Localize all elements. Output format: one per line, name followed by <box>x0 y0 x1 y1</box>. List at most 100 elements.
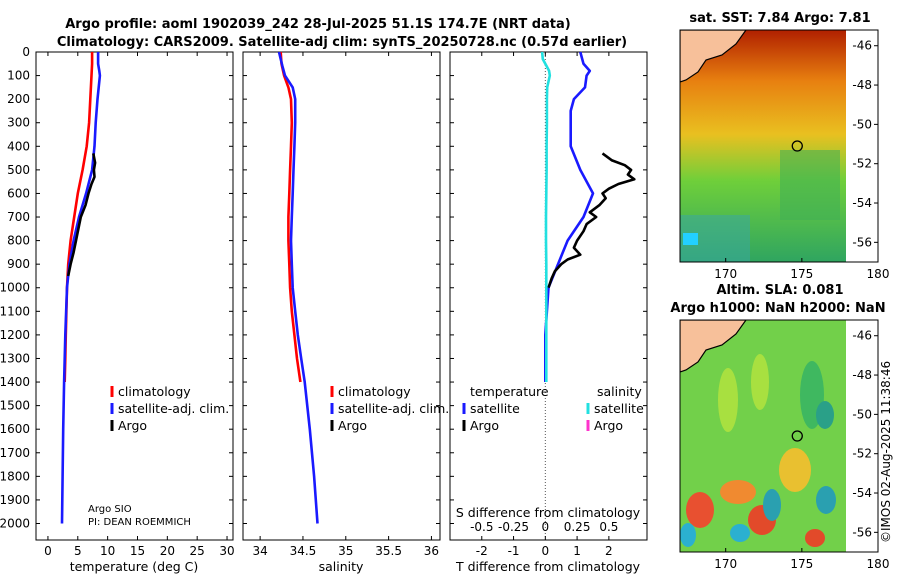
argo-location-marker <box>791 430 803 442</box>
timestamp-label: ©IMOS 02-Aug-2025 11:38:46 <box>879 361 893 543</box>
depth-tick-label: 800 <box>7 234 30 248</box>
sst-map: sat. SST: 7.84 Argo: 7.81 170 175 180 -46 -4… <box>679 11 889 281</box>
secondary-x-tick-label: -0.5 <box>470 520 493 534</box>
x-tick-label: 0 <box>542 544 550 558</box>
sla-anomaly <box>805 529 825 547</box>
legend-s-argo: Argo <box>594 418 623 433</box>
difference-series <box>540 51 636 382</box>
depth-tick-label: 100 <box>7 69 30 83</box>
sla-anomaly <box>686 492 714 528</box>
depth-tick-label: 1600 <box>0 422 30 436</box>
series-line-salinity-satellite <box>540 51 552 382</box>
sla-anomaly <box>720 480 756 504</box>
sla-map-field <box>680 320 846 552</box>
salinity-tick-labels: 34 34.5 35 35.5 36 <box>243 51 440 558</box>
credit-line1: Argo SIO <box>88 504 132 515</box>
sst-map-ticks: 170 175 180 -46 -48 -50 -52 -54 -56 <box>714 39 889 281</box>
secondary-x-tick-label: -0.25 <box>498 520 529 534</box>
depth-tick-label: 400 <box>7 139 30 153</box>
legend-climatology: climatology <box>338 384 411 399</box>
depth-tick-label: 200 <box>7 92 30 106</box>
map-y-tick-label: -50 <box>852 407 872 421</box>
salinity-xlabel: salinity <box>319 559 364 574</box>
map-y-tick-label: -54 <box>852 486 872 500</box>
x-tick-label: 0 <box>44 544 52 558</box>
series-line-argo <box>66 153 97 277</box>
temperature-tick-labels: 0 5 10 15 20 25 30 <box>36 51 235 558</box>
x-tick-label: 2 <box>605 544 613 558</box>
sst-cool-patch <box>780 150 840 220</box>
map-x-tick-label: 175 <box>790 267 813 281</box>
x-tick-label: 10 <box>100 544 115 558</box>
map-x-tick-label: 170 <box>714 557 737 571</box>
sla-anomaly <box>751 354 769 410</box>
new-zealand-land <box>680 320 747 373</box>
temperature-panel: 0100200300400500600700800900100011001200… <box>0 45 235 574</box>
sla-map-ticks: 170 175 180 -46 -48 -50 -52 -54 -56 <box>714 329 889 571</box>
sst-map-title: sat. SST: 7.84 Argo: 7.81 <box>689 11 870 26</box>
legend-argo: Argo <box>118 418 147 433</box>
depth-tick-labels: 0 100 200 300 400 500 600 700 800 900 1000 1100 1200… <box>0 45 30 530</box>
depth-tick-label: 1900 <box>0 493 30 507</box>
map-y-tick-label: -52 <box>852 447 872 461</box>
temperature-legend: climatology satellite-adj. clim. Argo <box>110 384 229 433</box>
depth-tick-label: 1400 <box>0 375 30 389</box>
depth-tick-label: 900 <box>7 257 30 271</box>
secondary-x-tick-label: 0.25 <box>564 520 591 534</box>
depth-tick-label: 1700 <box>0 446 30 460</box>
series-line-satellite-adj-clim- <box>277 51 319 524</box>
new-zealand-land <box>680 30 747 83</box>
map-y-tick-label: -46 <box>852 39 872 53</box>
series-line-satellite-adj-clim- <box>60 52 102 524</box>
x-tick-label: 35.5 <box>375 544 402 558</box>
salinity-series <box>277 51 319 524</box>
map-y-tick-label: -48 <box>852 78 872 92</box>
legend-argo: Argo <box>338 418 367 433</box>
depth-tick-label: 1000 <box>0 281 30 295</box>
x-tick-label: 20 <box>160 544 175 558</box>
map-x-tick-label: 170 <box>714 267 737 281</box>
legend-satellite: satellite-adj. clim. <box>338 401 449 416</box>
sla-map: Altim. SLA: 0.081 Argo h1000: NaN h2000:… <box>670 283 889 571</box>
figure-title-line1: Argo profile: aoml 1902039_242 28-Jul-20… <box>65 17 571 32</box>
x-tick-label: 5 <box>74 544 82 558</box>
depth-tick-label: 300 <box>7 116 30 130</box>
temperature-series <box>60 52 102 524</box>
depth-tick-label: 2000 <box>0 516 30 530</box>
depth-tick-label: 1500 <box>0 399 30 413</box>
secondary-x-tick-label: 0 <box>542 520 550 534</box>
map-y-tick-label: -50 <box>852 117 872 131</box>
sla-anomaly <box>730 524 750 542</box>
x-tick-label: 1 <box>573 544 581 558</box>
sst-map-field <box>680 30 878 262</box>
depth-tick-label: 1200 <box>0 328 30 342</box>
difference-xlabel: T difference from climatology <box>455 559 641 574</box>
legend-t-satellite: satellite <box>470 401 520 416</box>
sla-anomaly <box>816 486 836 514</box>
legend-climatology: climatology <box>118 384 191 399</box>
temperature-xlabel: temperature (deg C) <box>70 559 199 574</box>
x-tick-label: -2 <box>476 544 488 558</box>
x-tick-label: 34 <box>252 544 267 558</box>
depth-tick-label: 0 <box>22 45 30 59</box>
series-line-temperature-argo <box>547 152 636 289</box>
sst-nodata <box>846 30 878 262</box>
x-tick-label: 34.5 <box>290 544 317 558</box>
salinity-panel: 34 34.5 35 35.5 36 salinity climatology sate… <box>242 51 449 574</box>
difference-legend: temperature salinity satellite Argo sate… <box>462 384 644 433</box>
x-tick-label: 25 <box>190 544 205 558</box>
map-x-tick-label: 175 <box>790 557 813 571</box>
series-line-climatology <box>279 51 302 383</box>
map-y-tick-label: -56 <box>852 525 872 539</box>
depth-tick-label: 1100 <box>0 304 30 318</box>
difference-secondary-xlabel: S difference from climatology <box>456 505 641 520</box>
sla-map-frame <box>679 319 879 553</box>
legend-t-argo: Argo <box>470 418 499 433</box>
sla-anomaly <box>816 401 834 429</box>
legend-header-salinity: salinity <box>597 384 642 399</box>
map-x-tick-label: 180 <box>867 267 890 281</box>
secondary-x-tick-label: 0.5 <box>599 520 618 534</box>
sst-map-frame <box>679 29 879 263</box>
